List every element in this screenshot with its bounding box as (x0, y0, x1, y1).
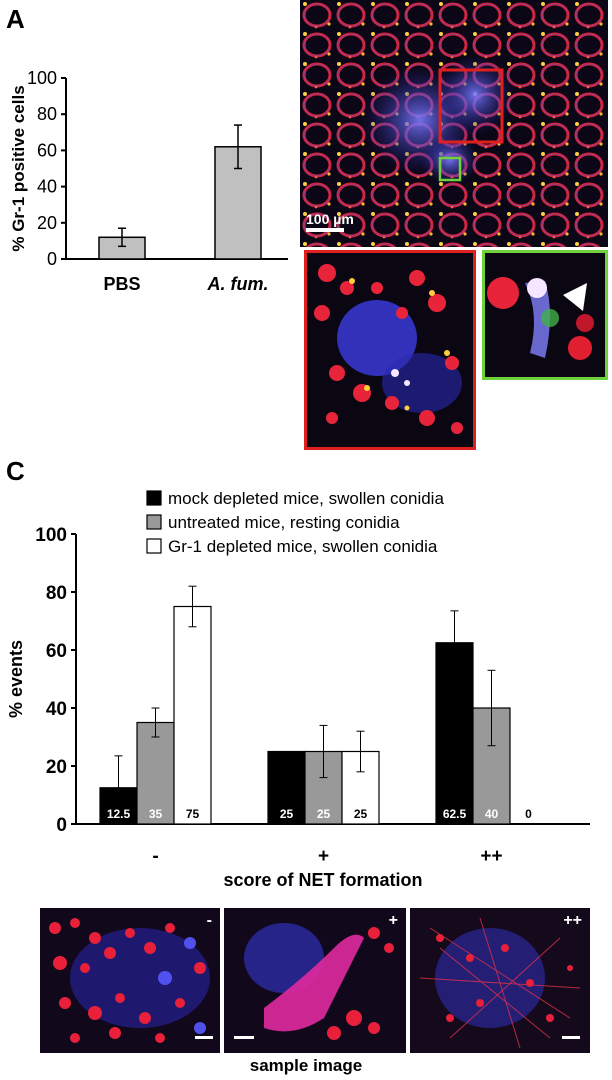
sample-label-plus: + (388, 912, 398, 929)
x-axis-label: score of NET formation (223, 870, 422, 890)
y-tick-label: 80 (46, 583, 67, 604)
sample-label-plusplus: ++ (563, 912, 582, 929)
legend-swatch (146, 490, 162, 506)
y-tick-label: 40 (46, 699, 67, 720)
sample-image-plus: + (224, 908, 406, 1053)
micrograph-green-inset (482, 250, 608, 380)
bar (173, 605, 212, 825)
legend-swatch (146, 514, 162, 530)
x-tick-label: A. fum. (207, 274, 269, 294)
data-label: 25 (317, 807, 331, 821)
data-label: 62.5 (443, 807, 467, 821)
scale-bar-label: 100 µm (306, 211, 354, 227)
x-tick-label: PBS (103, 274, 140, 294)
legend-label: mock depleted mice, swollen conidia (168, 489, 444, 508)
panel-label-c: C (6, 456, 25, 486)
sample-image-plusplus: ++ (410, 908, 590, 1053)
sample-image-caption: sample image (249, 1056, 363, 1075)
panel-label-a: A (6, 4, 25, 34)
y-tick-label: 100 (35, 525, 67, 546)
data-label: 35 (149, 807, 163, 821)
x-tick-label: - (152, 846, 158, 867)
y-tick-label: 20 (37, 213, 57, 233)
data-label: 0 (525, 807, 532, 821)
y-tick-label: 60 (46, 641, 67, 662)
y-tick-label: 20 (46, 757, 67, 778)
chart-c: mock depleted mice, swollen conidia untre… (6, 489, 590, 890)
sample-image-minus: - (40, 908, 220, 1053)
y-tick-label: 40 (37, 177, 57, 197)
x-tick-label: ++ (480, 846, 502, 867)
chart-a: 0 20 40 60 80 100% Gr-1 positive cells PBS A. f… (9, 68, 288, 294)
green-zoom-box (438, 156, 462, 182)
y-tick-label: 0 (56, 815, 67, 836)
y-axis-label: % Gr-1 positive cells (9, 85, 28, 251)
y-tick-label: 80 (37, 104, 57, 124)
legend-swatch (146, 538, 162, 554)
y-tick-label: 60 (37, 140, 57, 160)
data-label: 25 (280, 807, 294, 821)
x-tick-label: + (318, 846, 329, 867)
legend-label: untreated mice, resting conidia (168, 513, 400, 532)
red-zoom-box (438, 68, 504, 144)
legend-label: Gr-1 depleted mice, swollen conidia (168, 537, 438, 556)
data-label: 25 (354, 807, 368, 821)
micrograph-red-inset (304, 250, 476, 450)
bar (214, 146, 262, 260)
sample-label-minus: - (206, 912, 212, 929)
bar (267, 750, 306, 825)
y-axis-label: % events (6, 640, 26, 718)
data-label: 75 (186, 807, 200, 821)
y-tick-label: 0 (47, 249, 57, 269)
scale-bar (306, 228, 344, 232)
y-tick-label: 100 (27, 68, 57, 88)
data-label: 40 (485, 807, 499, 821)
data-label: 12.5 (107, 807, 131, 821)
micrograph-overview: 100 µm (300, 0, 608, 247)
arrowhead-icon (563, 283, 587, 311)
